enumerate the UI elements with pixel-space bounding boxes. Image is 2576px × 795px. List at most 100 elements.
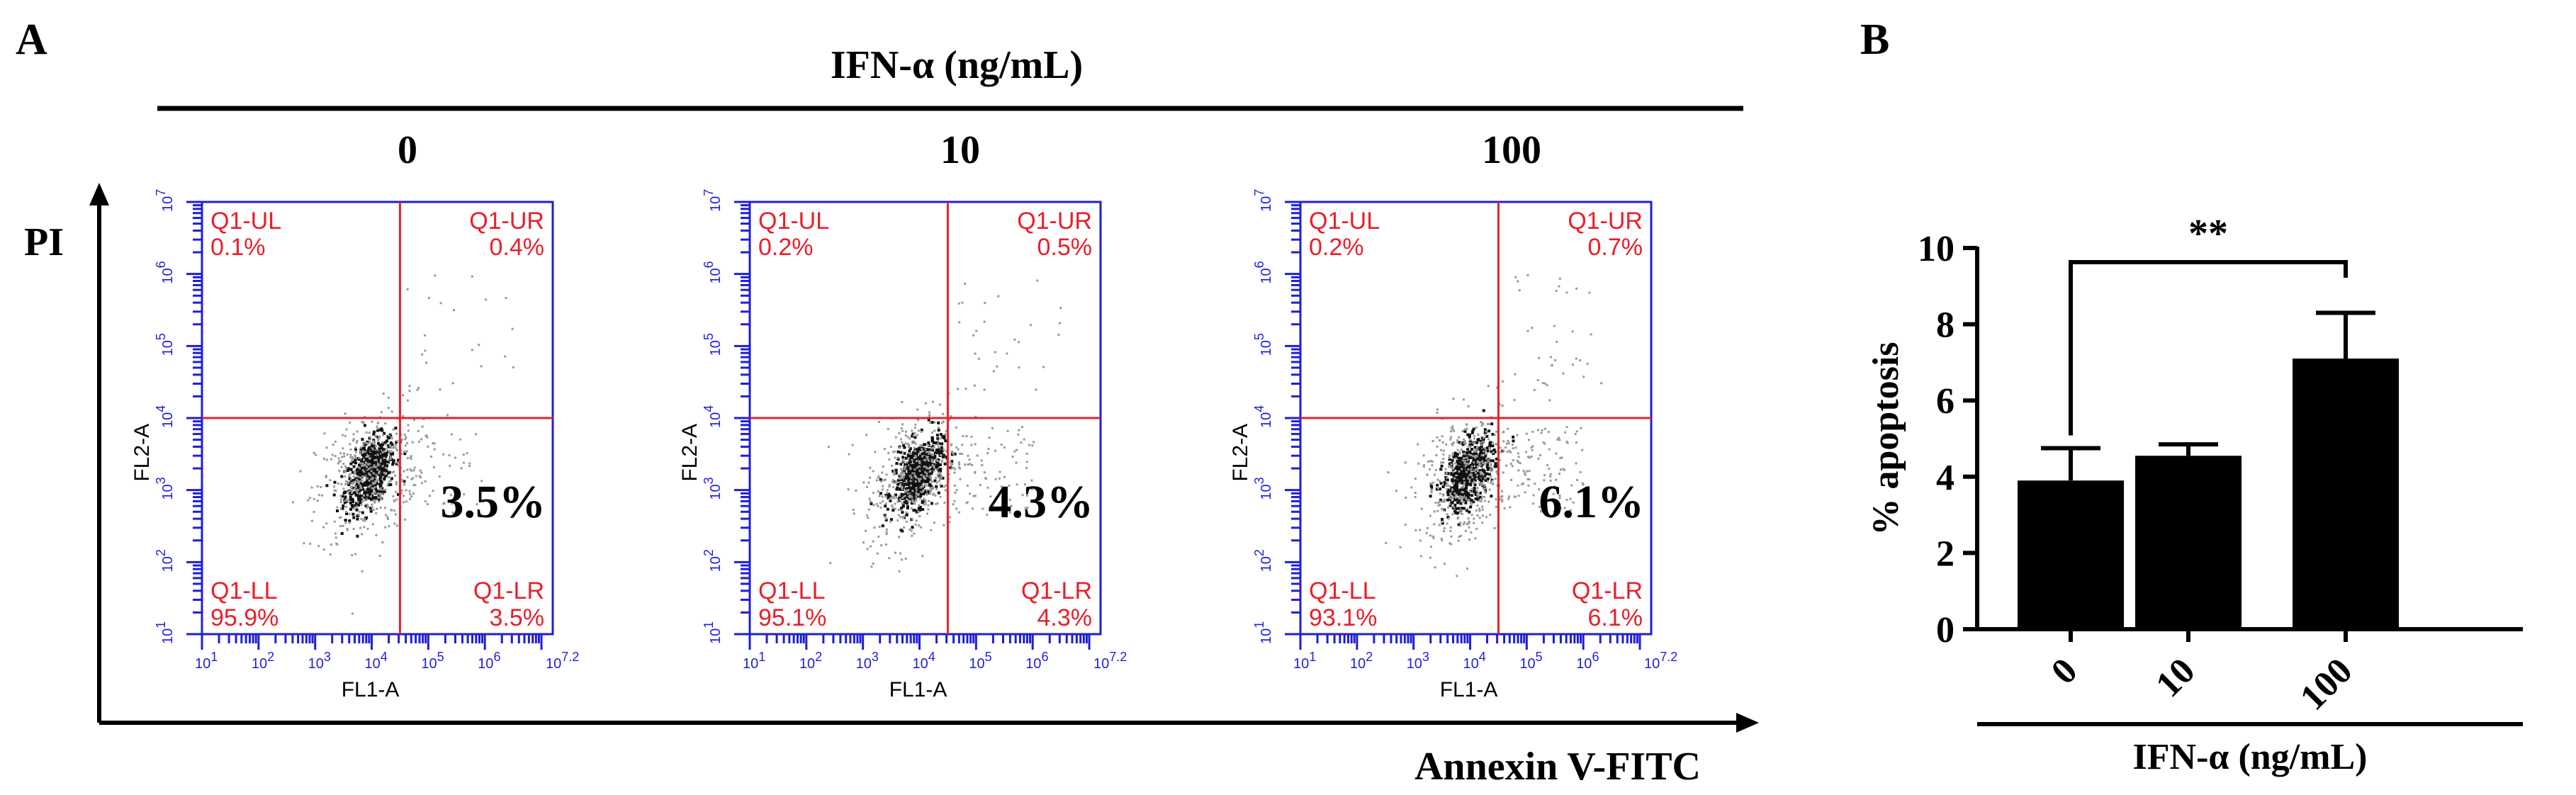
event-dot xyxy=(904,465,907,468)
event-dot xyxy=(1558,436,1560,439)
event-dot-core xyxy=(377,452,381,456)
event-dot xyxy=(961,444,964,446)
event-dot xyxy=(876,552,879,555)
event-dot xyxy=(1414,529,1417,531)
event-dot xyxy=(375,477,378,480)
event-dot xyxy=(1563,468,1565,471)
event-dot-core xyxy=(1491,444,1495,448)
event-dot xyxy=(887,427,889,430)
event-dot xyxy=(911,441,914,444)
event-dot xyxy=(1445,472,1448,475)
event-dot-core xyxy=(919,483,923,486)
event-dot xyxy=(913,434,915,437)
event-dot xyxy=(960,453,963,455)
event-dot xyxy=(1487,438,1490,441)
event-dot xyxy=(376,425,378,428)
event-dot xyxy=(1419,529,1422,531)
event-dot xyxy=(1532,494,1535,497)
event-dot-core xyxy=(921,456,924,460)
event-dot-core xyxy=(921,479,925,483)
event-dot-core xyxy=(1458,459,1462,463)
event-dot xyxy=(881,471,884,474)
event-dot-core xyxy=(381,461,384,464)
event-dot-core xyxy=(383,466,386,470)
event-dot xyxy=(852,509,855,511)
event-dot-core xyxy=(369,507,373,510)
event-dot xyxy=(430,455,432,458)
event-dot xyxy=(366,527,369,530)
event-dot xyxy=(406,475,409,478)
event-dot-core xyxy=(378,456,381,459)
event-dot xyxy=(1395,490,1397,492)
event-dot xyxy=(449,464,451,467)
event-dot xyxy=(442,453,445,456)
event-dot-core xyxy=(363,424,366,427)
event-dot xyxy=(1429,514,1432,517)
event-dot-core xyxy=(884,504,887,508)
event-dot xyxy=(349,453,352,456)
event-dot-core xyxy=(1461,475,1464,478)
event-dot xyxy=(1514,495,1517,498)
event-dot xyxy=(947,473,950,475)
event-dot xyxy=(1475,527,1478,530)
event-dot-core xyxy=(1483,428,1487,432)
event-dot xyxy=(339,516,342,519)
event-dot xyxy=(994,449,996,452)
event-dot xyxy=(927,444,930,447)
event-dot-core xyxy=(1480,480,1483,483)
event-dot xyxy=(369,495,372,498)
event-dot xyxy=(1496,386,1499,389)
y-tick-label: 103 xyxy=(702,477,724,500)
event-dot xyxy=(1499,498,1501,501)
event-dot xyxy=(927,458,929,461)
event-dot-core xyxy=(361,487,364,491)
event-dot xyxy=(936,481,938,484)
event-dot xyxy=(362,422,364,424)
event-dot xyxy=(891,496,894,499)
event-dot xyxy=(899,552,902,555)
event-dot xyxy=(402,394,404,397)
event-dot xyxy=(420,471,423,474)
event-dot-core xyxy=(933,479,937,483)
event-dot xyxy=(354,456,357,459)
event-dot-core xyxy=(898,497,901,500)
event-dot xyxy=(911,499,914,502)
event-dot xyxy=(389,456,392,458)
event-dot xyxy=(886,489,889,492)
event-dot xyxy=(1467,477,1470,480)
event-cloud xyxy=(291,274,514,615)
event-dot xyxy=(950,462,952,465)
event-dot xyxy=(1558,473,1560,475)
event-dot-core xyxy=(1468,466,1472,468)
event-dot xyxy=(991,427,994,429)
event-dot xyxy=(396,461,399,464)
event-dot xyxy=(369,441,371,444)
event-dot xyxy=(1558,497,1561,500)
event-dot xyxy=(952,453,955,456)
event-dot xyxy=(1006,352,1008,355)
event-dot xyxy=(343,452,345,455)
event-dot xyxy=(1017,433,1020,436)
event-dot-core xyxy=(349,468,353,471)
event-dot xyxy=(904,442,907,445)
event-dot xyxy=(853,512,855,515)
event-dot xyxy=(1458,495,1461,497)
event-dot-core xyxy=(1455,466,1458,470)
event-dot xyxy=(1432,535,1434,538)
event-dot-core xyxy=(389,483,393,486)
event-dot xyxy=(935,502,938,505)
event-dot xyxy=(924,448,927,451)
event-dot xyxy=(1447,506,1450,509)
event-dot-core xyxy=(908,486,911,490)
event-dot xyxy=(376,507,378,510)
event-dot xyxy=(1521,483,1523,486)
event-dot xyxy=(1445,487,1448,490)
event-dot xyxy=(933,492,935,495)
apoptosis-percent-label: 4.3% xyxy=(989,476,1094,528)
event-dot-core xyxy=(901,529,904,533)
event-dot xyxy=(348,490,351,492)
event-dot xyxy=(1441,521,1444,524)
event-dot xyxy=(1023,438,1025,441)
flow-plot-100: 101 102 103 104 105 106 107.210110210310410510… xyxy=(1229,189,1677,701)
event-dot-core xyxy=(1449,490,1452,493)
